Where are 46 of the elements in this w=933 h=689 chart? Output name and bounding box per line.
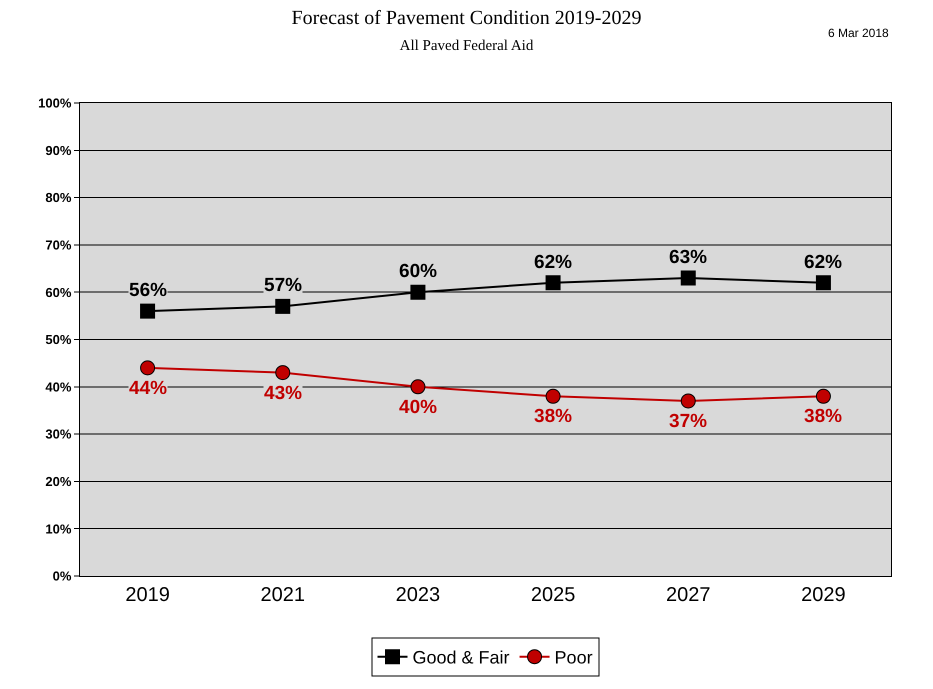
chart-title: Forecast of Pavement Condition 2019-2029	[292, 7, 642, 30]
y-tick-label: 50%	[45, 332, 72, 348]
y-tick-label: 80%	[45, 190, 72, 206]
y-tick-label: 100%	[38, 96, 72, 111]
legend-label: Poor	[554, 648, 593, 668]
x-tick-label: 2021	[260, 584, 305, 606]
point	[410, 379, 426, 394]
data-label: 38%	[534, 406, 572, 427]
data-label: 38%	[804, 406, 842, 427]
data-label: 37%	[669, 411, 708, 432]
y-tick-label: 60%	[45, 284, 72, 300]
data-label: 62%	[804, 252, 842, 273]
y-tick-label: 90%	[45, 142, 72, 158]
data-label: 57%	[264, 275, 302, 296]
data-label: 43%	[264, 383, 302, 404]
point	[140, 304, 156, 319]
y-tick-label: 40%	[45, 379, 72, 394]
y-tick-label: 30%	[45, 426, 72, 442]
point	[816, 388, 831, 404]
data-label: 60%	[399, 261, 438, 282]
x-tick-label: 2025	[530, 584, 576, 606]
text: 6 Mar 2018	[828, 26, 890, 40]
y-tick-label: 20%	[45, 474, 72, 489]
x-tick-label: 2023	[396, 584, 440, 606]
y-tick-label: 0%	[52, 568, 72, 584]
point	[140, 360, 156, 376]
point	[275, 365, 290, 380]
data-label: 44%	[129, 378, 168, 399]
data-label: 62%	[534, 252, 572, 273]
y-tick-label: 70%	[45, 237, 72, 252]
point	[410, 284, 426, 300]
y-tick-label: 10%	[45, 521, 72, 536]
point	[275, 298, 290, 314]
point	[816, 275, 831, 290]
legend-label: Good & Fair	[412, 648, 510, 668]
point	[546, 275, 561, 290]
point	[680, 393, 696, 408]
point	[680, 270, 696, 286]
data-label: 56%	[129, 280, 168, 301]
data-label: 40%	[399, 397, 438, 418]
data-label: 63%	[669, 247, 708, 268]
x-tick-label: 2029	[801, 584, 846, 606]
chart-subtitle: All Paved Federal Aid	[400, 38, 534, 54]
x-tick-label: 2019	[125, 584, 170, 606]
x-tick-label: 2027	[666, 584, 710, 606]
point	[546, 388, 561, 404]
